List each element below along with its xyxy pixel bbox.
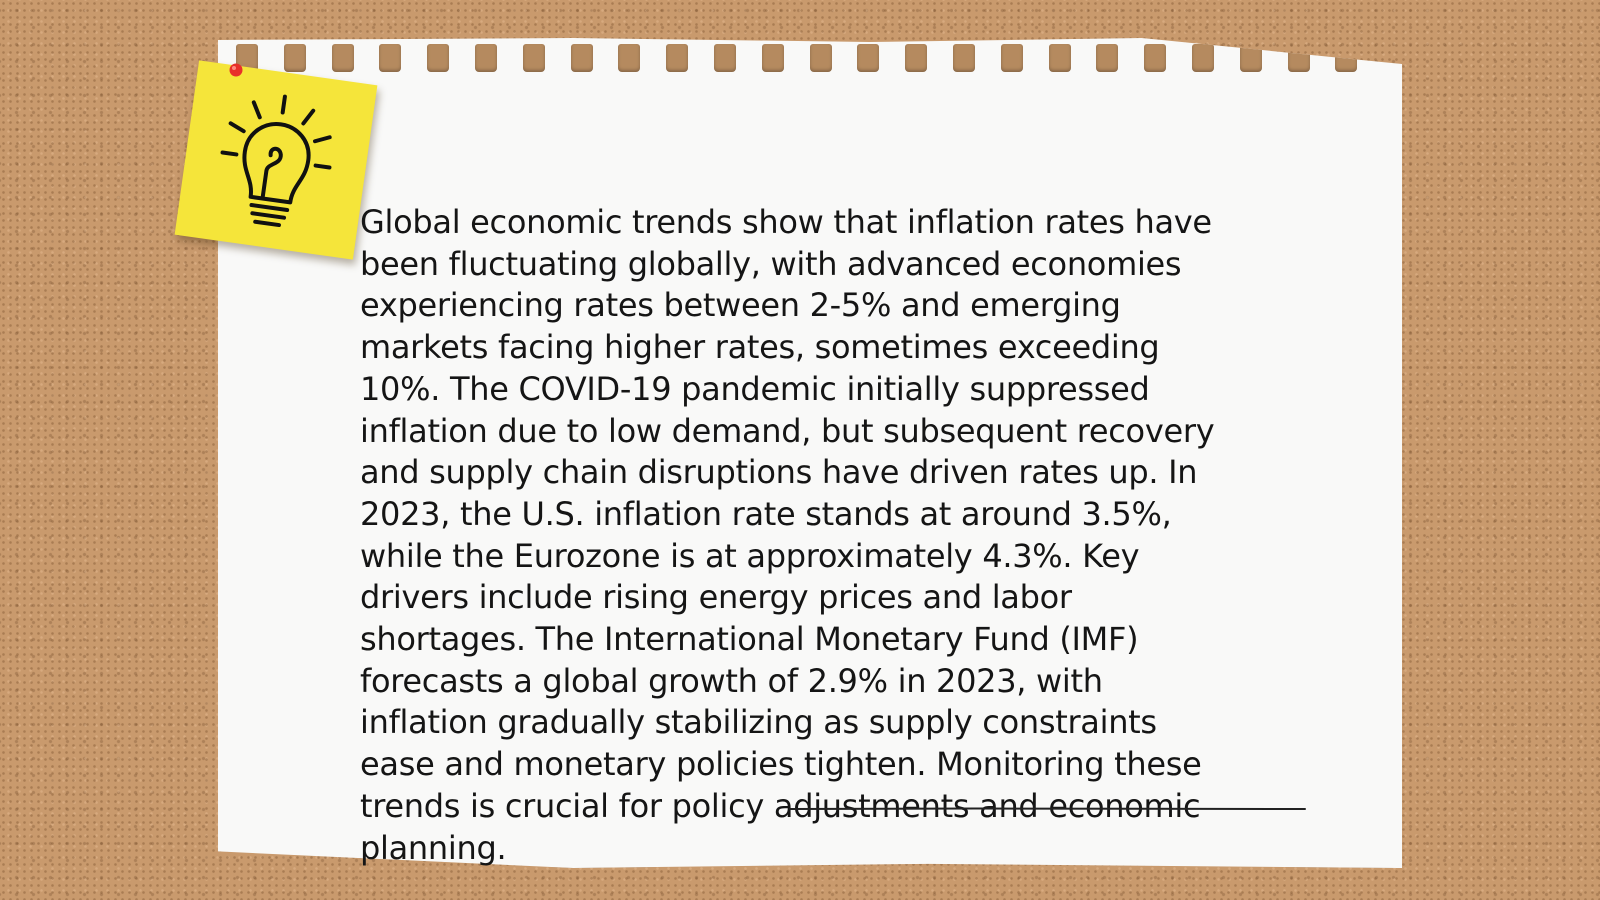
pen-scribble <box>789 807 1306 810</box>
binder-hole <box>427 44 450 72</box>
binder-hole <box>761 44 784 72</box>
pushpin-icon <box>229 63 243 77</box>
binder-hole <box>379 44 402 72</box>
binder-hole <box>1000 44 1023 72</box>
binder-hole <box>331 44 354 72</box>
sticky-note <box>174 60 378 260</box>
binder-hole <box>953 44 975 72</box>
lightbulb-icon <box>220 94 332 228</box>
binder-hole <box>283 44 306 72</box>
note-body-text: Global economic trends show that inflati… <box>360 203 1215 867</box>
binder-hole <box>1096 44 1119 72</box>
binder-hole <box>1048 44 1071 72</box>
binder-hole <box>570 44 593 72</box>
binder-hole <box>522 44 545 72</box>
binder-hole <box>1239 44 1262 72</box>
binder-hole <box>618 44 641 72</box>
binder-hole <box>1192 44 1214 72</box>
binder-hole <box>809 44 832 72</box>
binder-hole <box>236 44 258 72</box>
binder-hole <box>714 44 736 72</box>
binder-holes <box>236 44 1362 74</box>
binder-hole <box>1144 44 1167 72</box>
binder-hole <box>666 44 689 72</box>
binder-hole <box>475 44 497 72</box>
binder-hole <box>857 44 880 72</box>
notebook-paper <box>218 38 1402 868</box>
binder-hole <box>905 44 928 72</box>
